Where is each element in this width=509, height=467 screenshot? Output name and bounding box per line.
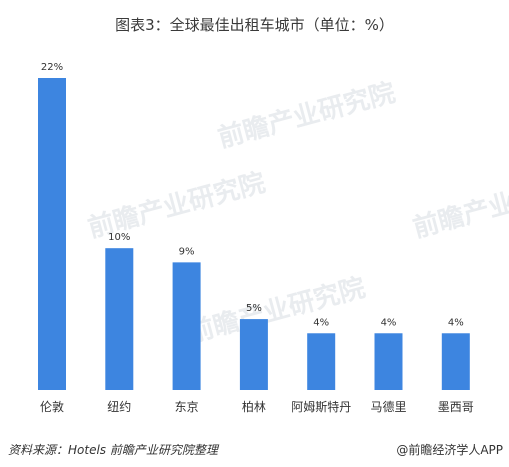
source-note: 资料来源：Hotels 前瞻产业研究院整理: [8, 443, 218, 457]
category-label: 柏林: [242, 399, 266, 414]
brand-tag: @前瞻经济学人APP: [396, 443, 503, 457]
data-label: 4%: [313, 317, 329, 328]
bar: [105, 248, 134, 390]
bar: [307, 333, 336, 390]
data-label: 10%: [108, 232, 130, 243]
bar: [441, 333, 470, 390]
category-label: 墨西哥: [438, 400, 474, 414]
category-label: 纽约: [107, 399, 131, 414]
category-label: 马德里: [370, 399, 406, 414]
bar: [239, 319, 268, 390]
bar: [374, 333, 403, 390]
data-label: 4%: [448, 317, 464, 328]
chart-title: 图表3：全球最佳出租车城市（单位：%）: [115, 16, 394, 34]
bar: [38, 78, 66, 390]
category-label: 阿姆斯特丹: [291, 399, 351, 414]
category-label: 东京: [175, 400, 199, 414]
data-label: 5%: [246, 303, 262, 314]
data-label: 9%: [179, 246, 195, 257]
bar: [172, 262, 201, 390]
data-label: 22%: [41, 62, 63, 73]
category-label: 伦敦: [40, 399, 64, 414]
data-label: 4%: [381, 317, 397, 328]
